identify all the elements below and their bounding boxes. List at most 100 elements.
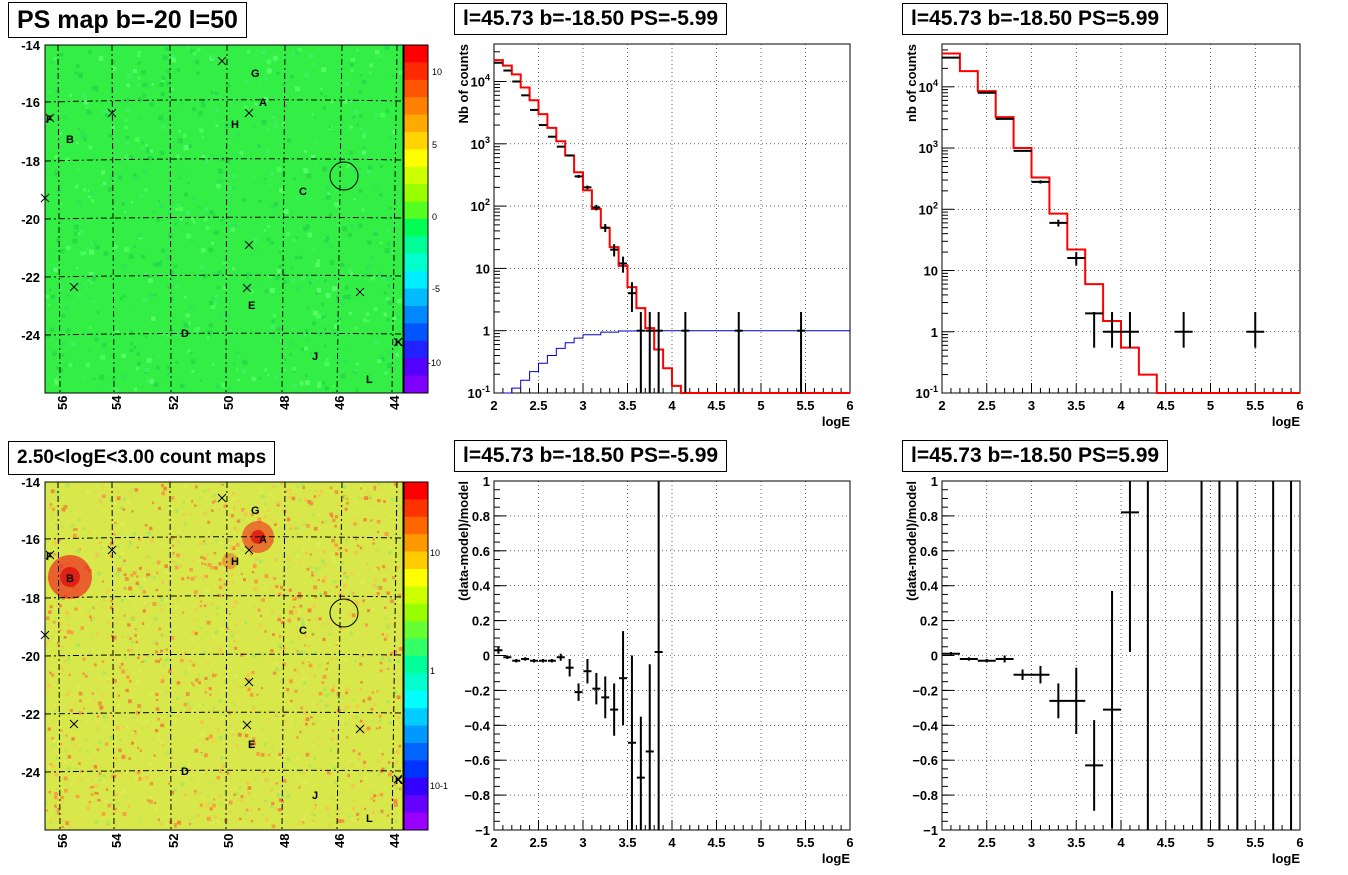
map-pixel — [235, 132, 241, 138]
map-pixel — [257, 517, 262, 522]
map-pixel — [67, 755, 72, 759]
map-pixel — [167, 194, 172, 198]
map-pixel — [135, 581, 139, 585]
map-pixel — [161, 483, 165, 488]
map-pixel — [269, 587, 274, 591]
map-pixel — [161, 721, 164, 724]
map-pixel — [158, 115, 164, 121]
map-x-tick: 52 — [166, 834, 181, 848]
map-pixel — [268, 274, 272, 279]
map-pixel — [313, 813, 316, 817]
map-pixel — [102, 109, 107, 115]
map-pixel — [318, 566, 323, 570]
map-pixel — [240, 540, 244, 543]
map-pixel — [78, 777, 83, 781]
map-pixel — [367, 496, 371, 500]
map-pixel — [235, 791, 239, 795]
map-pixel — [66, 693, 69, 696]
map-pixel — [154, 293, 157, 297]
map-pixel — [194, 792, 197, 796]
map-pixel — [323, 327, 327, 331]
map-pixel — [355, 704, 360, 709]
map-pixel — [129, 491, 133, 494]
map-pixel — [359, 688, 363, 691]
map-pixel — [201, 248, 206, 253]
map-pixel — [107, 187, 113, 192]
src-label-b: B — [66, 573, 74, 585]
map-pixel — [300, 276, 305, 280]
map-pixel — [232, 363, 236, 366]
map-pixel — [233, 508, 236, 512]
map-pixel — [175, 595, 180, 600]
map-pixel — [201, 703, 205, 706]
map-pixel — [218, 541, 222, 545]
map-pixel — [314, 617, 319, 622]
map-pixel — [86, 750, 90, 754]
map-pixel — [259, 652, 264, 657]
map-pixel — [90, 281, 93, 284]
map-pixel — [336, 295, 339, 299]
map-pixel — [391, 797, 394, 800]
map-pixel — [123, 294, 127, 298]
map-pixel — [138, 117, 142, 121]
map-pixel — [205, 737, 209, 741]
map-pixel — [209, 153, 214, 158]
x-tick-label: 3.5 — [1067, 835, 1085, 850]
map-pixel — [177, 138, 183, 144]
map-pixel — [345, 575, 350, 579]
palette-band — [404, 516, 428, 535]
palette-band — [404, 760, 428, 779]
map-pixel — [249, 693, 254, 697]
map-pixel — [48, 505, 52, 509]
map-y-tick: -20 — [21, 649, 40, 664]
map-pixel — [48, 91, 52, 95]
map-pixel — [171, 496, 175, 500]
map-pixel — [198, 679, 201, 682]
map-pixel — [336, 657, 339, 660]
map-pixel — [138, 539, 142, 542]
map-pixel — [326, 621, 330, 626]
map-x-tick: 46 — [332, 396, 347, 410]
map-pixel — [171, 623, 175, 627]
map-pixel — [66, 294, 69, 297]
map-pixel — [96, 748, 100, 752]
map-pixel — [310, 598, 314, 602]
map-pixel — [395, 353, 400, 357]
map-pixel — [385, 297, 390, 301]
map-pixel — [212, 673, 216, 678]
map-pixel — [170, 297, 174, 301]
map-pixel — [387, 300, 392, 306]
map-pixel — [305, 752, 310, 757]
map-pixel — [392, 321, 395, 324]
map-pixel — [88, 505, 91, 508]
map-pixel — [56, 366, 59, 370]
map-pixel — [72, 533, 77, 538]
map-pixel — [57, 538, 61, 542]
map-pixel — [311, 280, 314, 283]
ps-map-y-ticks: -14 -16 -18 -20 -22 -24 — [21, 38, 41, 343]
map-pixel — [161, 648, 165, 652]
map-pixel — [209, 693, 212, 697]
map-pixel — [99, 374, 105, 380]
map-pixel — [344, 285, 349, 290]
ps-map-grid — [44, 44, 404, 394]
map-pixel — [264, 630, 267, 633]
map-pixel — [79, 699, 82, 703]
map-pixel — [298, 786, 301, 789]
map-pixel — [132, 488, 136, 492]
map-pixel — [191, 703, 195, 707]
map-pixel — [106, 620, 110, 624]
map-pixel — [378, 714, 382, 718]
map-pixel — [301, 483, 305, 488]
map-pixel — [384, 767, 388, 771]
map-pixel — [135, 640, 138, 644]
map-pixel — [216, 285, 220, 289]
map-pixel — [395, 314, 400, 319]
map-pixel — [158, 627, 162, 631]
map-pixel — [303, 780, 308, 785]
map-pixel — [164, 564, 168, 568]
map-pixel — [303, 686, 307, 690]
source-cross — [244, 240, 254, 250]
map-pixel — [271, 801, 275, 805]
map-pixel — [210, 509, 214, 512]
